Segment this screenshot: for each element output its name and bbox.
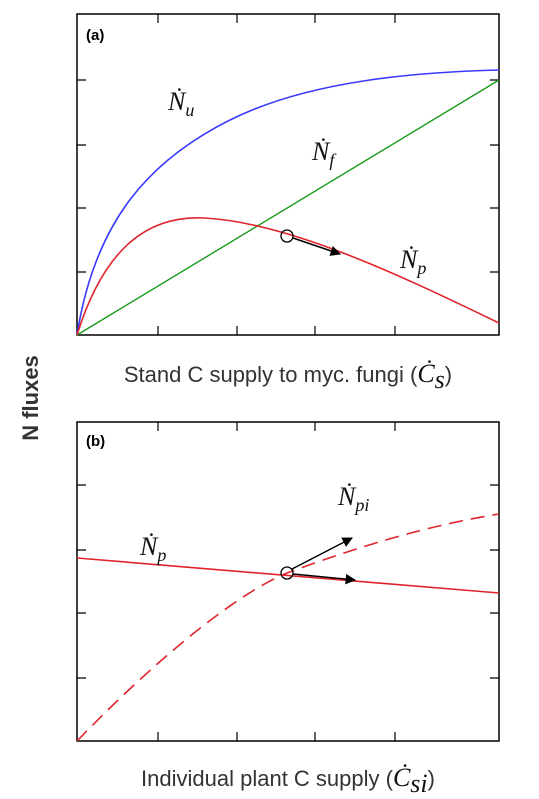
text: f xyxy=(329,150,337,170)
text: p xyxy=(155,545,166,565)
text: ) xyxy=(428,766,435,791)
frame xyxy=(76,13,500,336)
text: Stand C supply to myc. fungi ( xyxy=(124,362,418,387)
frame xyxy=(76,421,500,742)
y-axis-label: N fluxes xyxy=(18,355,43,441)
x-axis-label: Stand C supply to myc. fungi (Ċs) xyxy=(124,359,452,394)
ticks xyxy=(77,422,499,741)
text: Ċ xyxy=(393,763,411,792)
ticks xyxy=(77,14,499,335)
text: si xyxy=(410,769,427,798)
text: Ṅ xyxy=(311,137,331,166)
curve-np xyxy=(76,557,500,594)
panel-b: (b) Ṅp Ṅpi Individual plant C supply (Ċs… xyxy=(76,421,500,798)
curve-nu xyxy=(76,69,500,336)
curve-np xyxy=(76,217,500,336)
panel-a: (a) Ṅu Ṅf Ṅp Stand C supply to myc. fung… xyxy=(76,13,500,394)
curve-npi xyxy=(76,513,500,742)
panel-tag: (a) xyxy=(86,27,104,44)
text: ) xyxy=(445,362,452,387)
arrow xyxy=(292,573,357,585)
curve-label: Ṅp xyxy=(399,245,426,278)
point xyxy=(280,566,294,580)
curve-label: Ṅu xyxy=(167,87,194,120)
curve-label: Ṅpi xyxy=(337,482,369,515)
text: Individual plant C supply ( xyxy=(141,766,394,791)
text: Ṅ xyxy=(167,87,187,116)
curve-nf xyxy=(76,79,500,336)
text: u xyxy=(185,100,194,120)
point xyxy=(280,229,294,243)
text: pi xyxy=(353,495,369,515)
text: Ċ xyxy=(417,359,435,388)
text: Ṅ xyxy=(139,532,159,561)
text: Ṅ xyxy=(337,482,357,511)
x-axis-label: Individual plant C supply (Ċsi) xyxy=(141,763,435,798)
curve-label: Ṅp xyxy=(139,532,166,565)
text: s xyxy=(435,365,445,394)
panel-tag: (b) xyxy=(86,433,105,450)
curve-label: Ṅf xyxy=(311,137,337,170)
arrow xyxy=(291,537,353,570)
text: p xyxy=(415,258,426,278)
text: Ṅ xyxy=(399,245,419,274)
arrow xyxy=(292,237,341,256)
